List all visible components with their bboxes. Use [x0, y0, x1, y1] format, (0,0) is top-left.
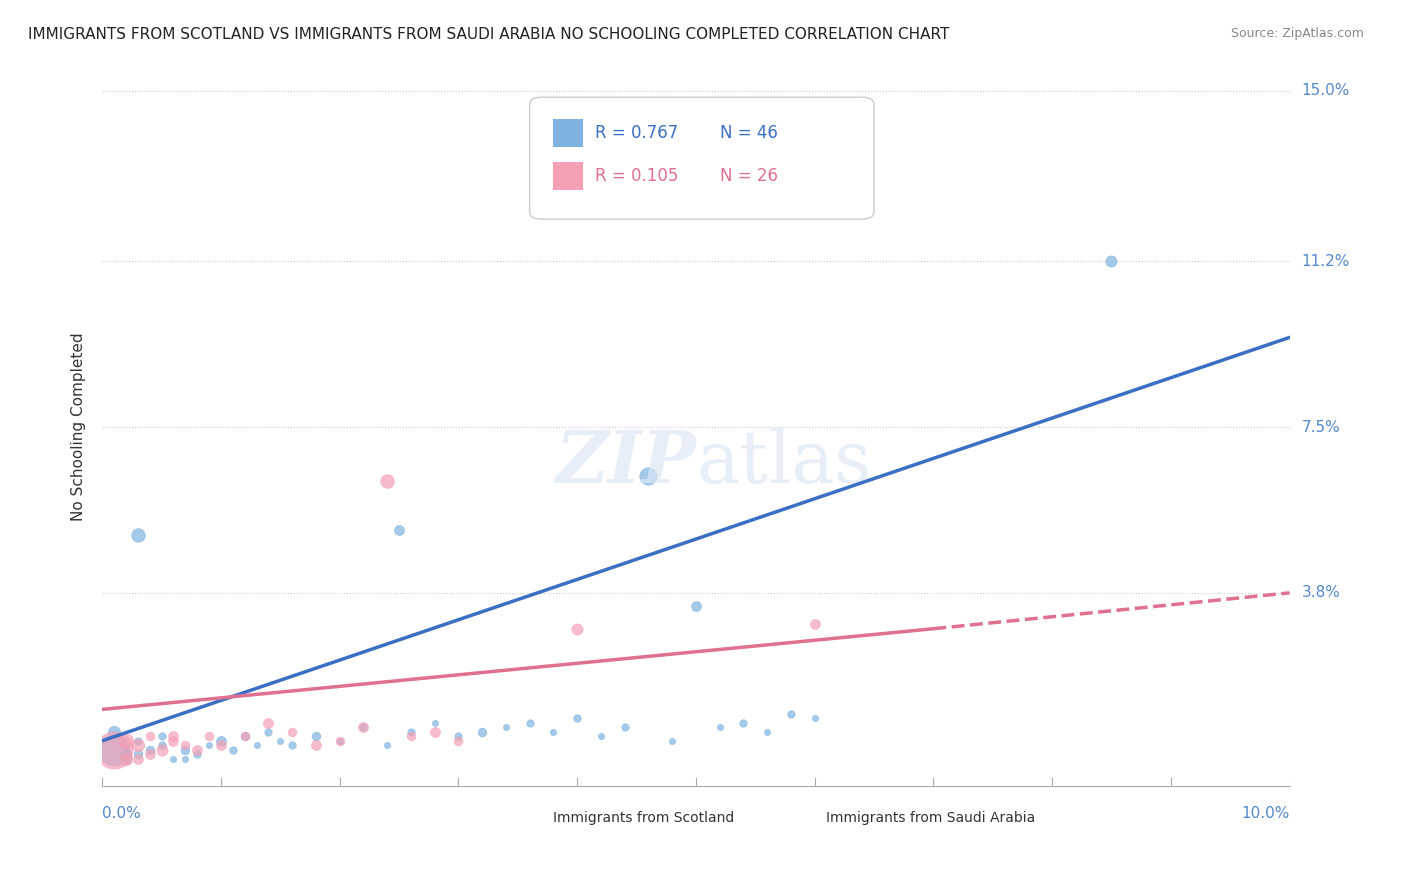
Point	[589, 729, 612, 743]
Point	[233, 729, 256, 743]
Point	[329, 733, 352, 747]
Point	[352, 720, 374, 734]
Point	[103, 742, 125, 756]
Point	[186, 747, 208, 762]
Point	[305, 729, 328, 743]
Point	[162, 729, 184, 743]
Point	[388, 523, 411, 537]
Point	[115, 747, 138, 762]
Text: N = 46: N = 46	[720, 124, 778, 142]
Point	[399, 729, 422, 743]
Point	[245, 738, 267, 752]
Point	[399, 724, 422, 739]
Point	[174, 738, 197, 752]
Text: R = 0.105: R = 0.105	[595, 167, 678, 185]
Point	[162, 752, 184, 766]
Text: 15.0%: 15.0%	[1302, 84, 1350, 98]
Point	[803, 711, 825, 725]
Point	[685, 599, 707, 614]
Text: atlas: atlas	[696, 427, 872, 498]
Text: N = 26: N = 26	[720, 167, 778, 185]
Point	[375, 738, 398, 752]
Text: IMMIGRANTS FROM SCOTLAND VS IMMIGRANTS FROM SAUDI ARABIA NO SCHOOLING COMPLETED : IMMIGRANTS FROM SCOTLAND VS IMMIGRANTS F…	[28, 27, 949, 42]
Point	[174, 752, 197, 766]
Point	[103, 724, 125, 739]
Point	[198, 729, 221, 743]
Point	[127, 733, 149, 747]
Point	[127, 752, 149, 766]
Bar	[554, 161, 583, 190]
Point	[565, 622, 588, 636]
Text: 3.8%: 3.8%	[1302, 585, 1340, 600]
Point	[115, 752, 138, 766]
Point	[756, 724, 779, 739]
Bar	[517, 807, 541, 829]
Text: Source: ZipAtlas.com: Source: ZipAtlas.com	[1230, 27, 1364, 40]
Bar	[790, 807, 814, 829]
Point	[709, 720, 731, 734]
Text: Immigrants from Scotland: Immigrants from Scotland	[554, 811, 735, 825]
Text: 7.5%: 7.5%	[1302, 419, 1340, 434]
Point	[222, 742, 245, 756]
Point	[352, 720, 374, 734]
Point	[281, 738, 304, 752]
Point	[1101, 254, 1123, 268]
Point	[565, 711, 588, 725]
Point	[150, 729, 173, 743]
Point	[257, 715, 280, 730]
Point	[779, 706, 801, 721]
Text: 10.0%: 10.0%	[1241, 805, 1289, 821]
Point	[115, 752, 138, 766]
Point	[103, 742, 125, 756]
Point	[269, 733, 291, 747]
Point	[803, 617, 825, 632]
Point	[186, 742, 208, 756]
Point	[162, 733, 184, 747]
Point	[447, 733, 470, 747]
Point	[495, 720, 517, 734]
Y-axis label: No Schooling Completed: No Schooling Completed	[72, 333, 86, 521]
Point	[733, 715, 755, 730]
Point	[329, 733, 352, 747]
Text: Immigrants from Saudi Arabia: Immigrants from Saudi Arabia	[827, 811, 1036, 825]
Point	[447, 729, 470, 743]
Point	[209, 733, 232, 747]
Point	[127, 747, 149, 762]
Point	[305, 738, 328, 752]
FancyBboxPatch shape	[530, 97, 875, 219]
Point	[209, 738, 232, 752]
Point	[471, 724, 494, 739]
Point	[198, 738, 221, 752]
Point	[423, 715, 446, 730]
Point	[174, 742, 197, 756]
Point	[257, 724, 280, 739]
Text: 11.2%: 11.2%	[1302, 253, 1350, 268]
Point	[127, 738, 149, 752]
Point	[281, 724, 304, 739]
Point	[115, 733, 138, 747]
Point	[127, 527, 149, 541]
Point	[150, 738, 173, 752]
Text: ZIP: ZIP	[555, 427, 696, 499]
Point	[138, 742, 160, 756]
Point	[375, 474, 398, 488]
Point	[637, 469, 659, 483]
Point	[613, 720, 636, 734]
Point	[233, 729, 256, 743]
Point	[519, 715, 541, 730]
Text: R = 0.767: R = 0.767	[595, 124, 678, 142]
Point	[150, 742, 173, 756]
Point	[661, 733, 683, 747]
Point	[138, 747, 160, 762]
Text: 0.0%: 0.0%	[103, 805, 141, 821]
Point	[138, 729, 160, 743]
Bar	[554, 119, 583, 147]
Point	[543, 724, 565, 739]
Point	[423, 724, 446, 739]
